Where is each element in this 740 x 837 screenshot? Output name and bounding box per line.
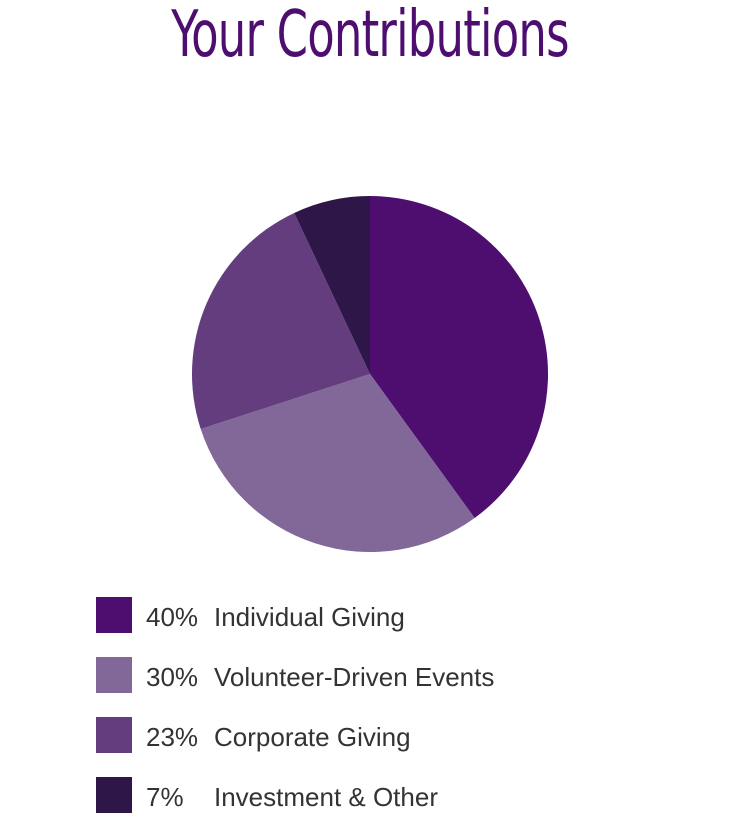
pie-slice-individual-giving: [370, 196, 549, 519]
pie-chart: [191, 196, 549, 553]
legend-percent: 23%: [146, 722, 199, 752]
legend-item-corporate-giving: 23% Corporate Giving: [96, 717, 696, 753]
legend-swatch: [96, 657, 132, 693]
legend-item-individual-giving: 40% Individual Giving: [96, 597, 696, 633]
legend-swatch: [96, 717, 132, 753]
chart-title: Your Contributions: [0, 0, 740, 70]
pie-slice-volunteer-driven-events: [200, 374, 475, 553]
legend-swatch: [96, 777, 132, 813]
legend-label: Investment & Other: [214, 782, 438, 812]
legend-swatch: [96, 597, 132, 633]
pie-slice-investment-other: [294, 196, 370, 374]
legend-label: Corporate Giving: [214, 722, 411, 752]
pie-chart-area: [191, 196, 549, 553]
legend-label: Individual Giving: [214, 602, 405, 632]
legend-item-investment-other: 7% Investment & Other: [96, 777, 696, 813]
legend: 40% Individual Giving 30% Volunteer-Driv…: [96, 597, 696, 837]
legend-item-volunteer-driven-events: 30% Volunteer-Driven Events: [96, 657, 696, 693]
pie-slice-corporate-giving: [191, 212, 370, 430]
legend-label: Volunteer-Driven Events: [214, 662, 495, 692]
legend-percent: 30%: [146, 662, 199, 692]
legend-percent: 40%: [146, 602, 199, 632]
legend-percent: 7%: [146, 782, 184, 812]
chart-title-text: Your Contributions: [171, 0, 569, 72]
